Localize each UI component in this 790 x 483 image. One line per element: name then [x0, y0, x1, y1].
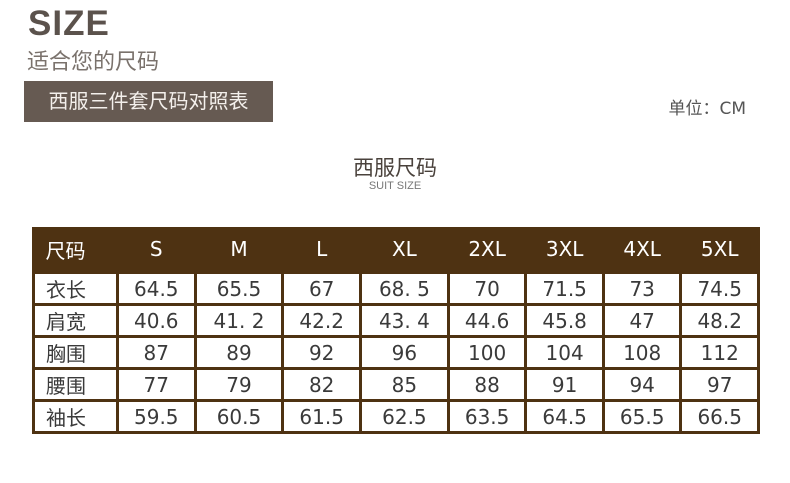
table-cell: 62.5	[358, 399, 450, 434]
table-cell: 92	[281, 335, 362, 370]
table-cell: 94	[601, 367, 683, 402]
table-cell: 41. 2	[193, 303, 285, 338]
table-cell: 100	[446, 335, 528, 370]
row-label: 肩宽	[32, 303, 119, 338]
table-cell: 71.5	[524, 271, 605, 306]
column-header: M	[195, 227, 283, 273]
column-header: 5XL	[680, 227, 759, 273]
table-cell: 59.5	[116, 399, 197, 434]
table-cell: 74.5	[679, 271, 760, 306]
table-cell: 68. 5	[358, 271, 450, 306]
column-header: 4XL	[603, 227, 681, 273]
row-label: 腰围	[32, 367, 119, 402]
table-cell: 70	[446, 271, 528, 306]
table-cell: 47	[601, 303, 683, 338]
table-row: 肩宽 40.6 41. 2 42.2 43. 4 44.6 45.8 47 48.2	[32, 303, 760, 338]
table-row: 胸围 87 89 92 96 100 104 108 112	[32, 335, 760, 370]
unit-label: 单位：CM	[668, 99, 746, 119]
table-row: 袖长 59.5 60.5 61.5 62.5 63.5 64.5 65.5 66.5	[32, 399, 760, 434]
table-cell: 82	[281, 367, 362, 402]
table-cell: 66.5	[679, 399, 760, 434]
table-cell: 63.5	[446, 399, 528, 434]
size-heading: SIZE	[28, 4, 110, 43]
table-cell: 96	[358, 335, 450, 370]
table-cell: 97	[679, 367, 760, 402]
size-subheading: 适合您的尺码	[27, 50, 160, 75]
column-header: XL	[360, 227, 449, 273]
table-title: 西服尺码	[353, 156, 437, 180]
table-cell: 65.5	[193, 271, 285, 306]
table-row: 衣长 64.5 65.5 67 68. 5 70 71.5 73 74.5	[32, 271, 760, 306]
size-table: 尺码 S M L XL 2XL 3XL 4XL 5XL 衣长 64.5 65.5 67 68. 5 70 7…	[32, 227, 760, 434]
size-chart-banner: 西服三件套尺码对照表	[24, 81, 273, 122]
table-cell: 64.5	[116, 271, 197, 306]
column-header: L	[282, 227, 361, 273]
table-cell: 91	[524, 367, 605, 402]
table-cell: 43. 4	[358, 303, 450, 338]
table-cell: 42.2	[281, 303, 362, 338]
table-cell: 108	[601, 335, 683, 370]
table-cell: 79	[193, 367, 285, 402]
row-label: 袖长	[32, 399, 119, 434]
table-cell: 73	[601, 271, 683, 306]
table-cell: 48.2	[679, 303, 760, 338]
table-cell: 44.6	[446, 303, 528, 338]
table-row: 腰围 77 79 82 85 88 91 94 97	[32, 367, 760, 402]
row-label: 胸围	[32, 335, 119, 370]
table-cell: 89	[193, 335, 285, 370]
table-cell: 104	[524, 335, 605, 370]
row-label: 衣长	[32, 271, 119, 306]
table-header-row: 尺码 S M L XL 2XL 3XL 4XL 5XL	[33, 227, 759, 273]
column-header: 3XL	[525, 227, 604, 273]
table-cell: 77	[116, 367, 197, 402]
table-cell: 61.5	[281, 399, 362, 434]
table-cell: 85	[358, 367, 450, 402]
table-cell: 40.6	[116, 303, 197, 338]
table-cell: 88	[446, 367, 528, 402]
column-header: 2XL	[448, 227, 526, 273]
table-subtitle: SUIT SIZE	[368, 180, 422, 192]
column-header: S	[117, 227, 196, 273]
table-cell: 112	[679, 335, 760, 370]
table-cell: 64.5	[524, 399, 605, 434]
table-cell: 65.5	[601, 399, 683, 434]
table-cell: 45.8	[524, 303, 605, 338]
table-cell: 67	[281, 271, 362, 306]
table-cell: 60.5	[193, 399, 285, 434]
column-header: 尺码	[33, 227, 118, 273]
table-cell: 87	[116, 335, 197, 370]
